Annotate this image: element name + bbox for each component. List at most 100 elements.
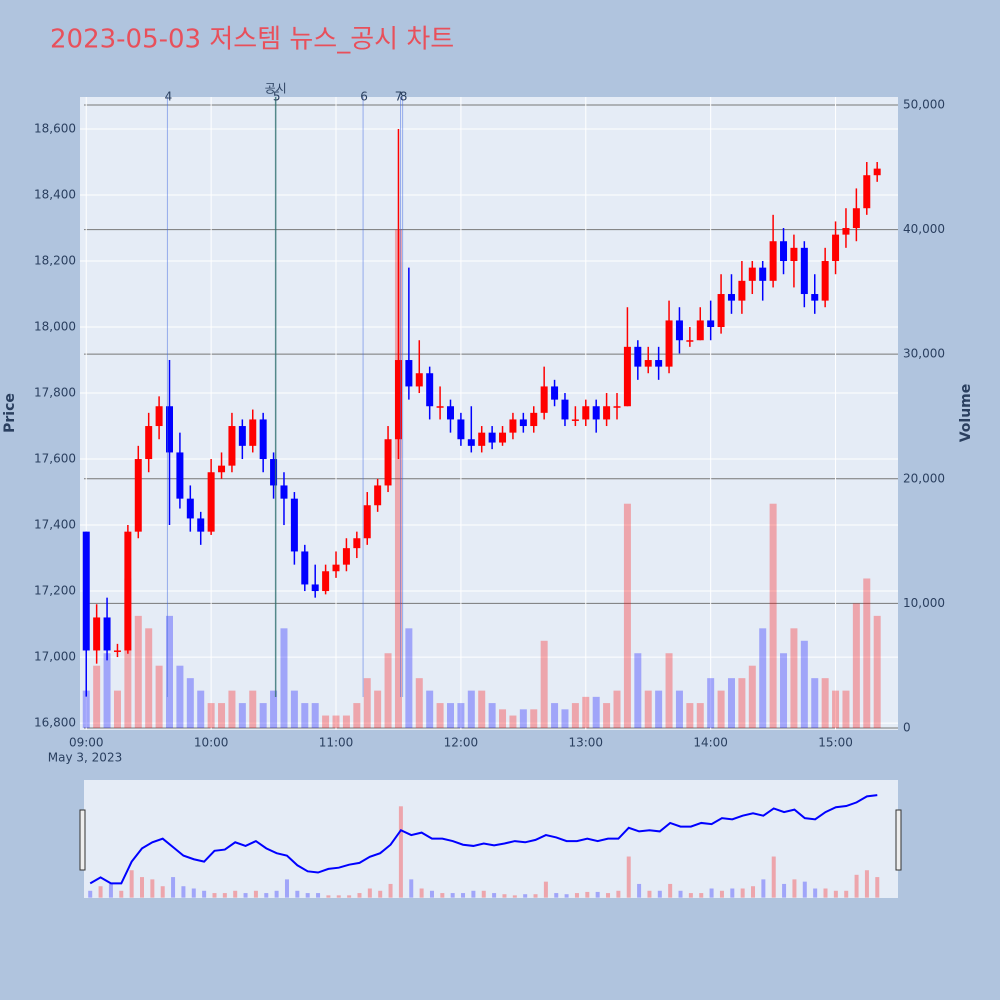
candle-body [311, 584, 319, 592]
candle-body [603, 406, 611, 420]
mini-volume-bar [813, 888, 818, 898]
volume-bar [863, 578, 871, 729]
mini-volume-bar [719, 890, 724, 898]
candle-body [166, 406, 174, 453]
plot-layer: 16,800 17,000 17,200 17,400 17,600 17,800 18,0… [34, 82, 945, 898]
volume-bar [426, 690, 434, 729]
candle-body [852, 208, 860, 229]
mini-volume-bar [875, 877, 880, 898]
mini-volume-bar [802, 881, 807, 898]
candle-body [696, 320, 704, 341]
mini-volume-bar [243, 893, 248, 898]
candle-body [415, 373, 423, 387]
mini-volume-bar [657, 890, 662, 898]
volume-bar [311, 703, 319, 729]
mini-volume-bar [378, 890, 383, 898]
mini-volume-bar [554, 893, 559, 898]
candle-body [561, 399, 569, 420]
candle-body [613, 406, 621, 408]
volume-bar [457, 703, 465, 729]
candle-body [582, 406, 590, 420]
candle-body [457, 419, 465, 440]
mini-volume-bar [171, 877, 176, 898]
volume-bar [738, 678, 746, 729]
volume-bar [655, 690, 663, 729]
candle-body [738, 280, 746, 301]
volume-bar [499, 709, 507, 729]
candle-body [717, 294, 725, 328]
mini-volume-bar [450, 893, 455, 898]
volume-bar [561, 709, 569, 729]
mini-volume-bar [751, 886, 756, 898]
event-label: 8 [400, 90, 408, 104]
volume-bar [800, 640, 808, 729]
mini-volume-bar [191, 888, 196, 898]
candle-body [145, 426, 153, 460]
mini-volume-bar [844, 890, 849, 898]
mini-volume-bar [606, 893, 611, 898]
y2-tick-label: 0 [903, 721, 911, 735]
candle-body [228, 426, 236, 466]
mini-volume-bar [730, 888, 735, 898]
candle-body [374, 485, 382, 506]
volume-bar [832, 690, 840, 729]
mini-volume-bar [637, 883, 642, 898]
candle-body [186, 498, 194, 519]
mini-volume-bar [740, 888, 745, 898]
event-label: 4 [165, 90, 173, 104]
candle-body [499, 432, 507, 443]
mini-volume-bar [119, 890, 124, 898]
volume-bar [353, 703, 361, 729]
volume-bar [415, 678, 423, 729]
candle-body [686, 340, 694, 342]
volume-bar [363, 678, 371, 729]
volume-bar [696, 703, 704, 729]
volume-bar [613, 690, 621, 729]
volume-bar [342, 715, 350, 729]
volume-bar [530, 709, 538, 729]
x-tick-label: 11:00 [319, 736, 354, 750]
candle-body [176, 452, 184, 499]
y2-tick-label: 40,000 [903, 222, 945, 236]
mini-volume-bar [419, 888, 424, 898]
volume-bar [509, 715, 517, 729]
mini-volume-bar [471, 890, 476, 898]
mini-volume-bar [305, 893, 310, 898]
volume-bar [769, 503, 777, 729]
mini-volume-bar [823, 888, 828, 898]
volume-bar [623, 503, 631, 729]
event-label: 5 [273, 90, 281, 104]
volume-bar [790, 628, 798, 729]
candle-body [280, 485, 288, 499]
candle-body [218, 465, 226, 473]
candle-body [113, 650, 121, 652]
range-handle[interactable] [79, 809, 86, 871]
mini-volume-bar [398, 806, 403, 898]
mini-volume-bar [367, 888, 372, 898]
candle-body [342, 548, 350, 565]
candle-body [446, 406, 454, 420]
volume-bar [405, 628, 413, 729]
volume-bar [113, 690, 121, 729]
volume-bar [811, 678, 819, 729]
y-tick-label: 17,600 [34, 452, 76, 466]
candle-body [426, 373, 434, 407]
volume-bar [238, 703, 246, 729]
candle-body [800, 247, 808, 295]
range-handle[interactable] [895, 809, 902, 871]
candle-body [155, 406, 163, 427]
volume-bar [644, 690, 652, 729]
y2-tick-label: 30,000 [903, 347, 945, 361]
volume-bar [270, 690, 278, 729]
mini-volume-bar [761, 879, 766, 898]
candle-body [332, 564, 340, 572]
mini-volume-bar [771, 856, 776, 898]
mini-volume-bar [864, 870, 869, 898]
volume-bar [145, 628, 153, 729]
mini-volume-bar [139, 877, 144, 898]
volume-bar [780, 653, 788, 729]
mini-volume-bar [88, 890, 93, 898]
range-slider[interactable] [84, 780, 898, 898]
candle-body [270, 459, 278, 486]
candle-body [124, 531, 132, 651]
